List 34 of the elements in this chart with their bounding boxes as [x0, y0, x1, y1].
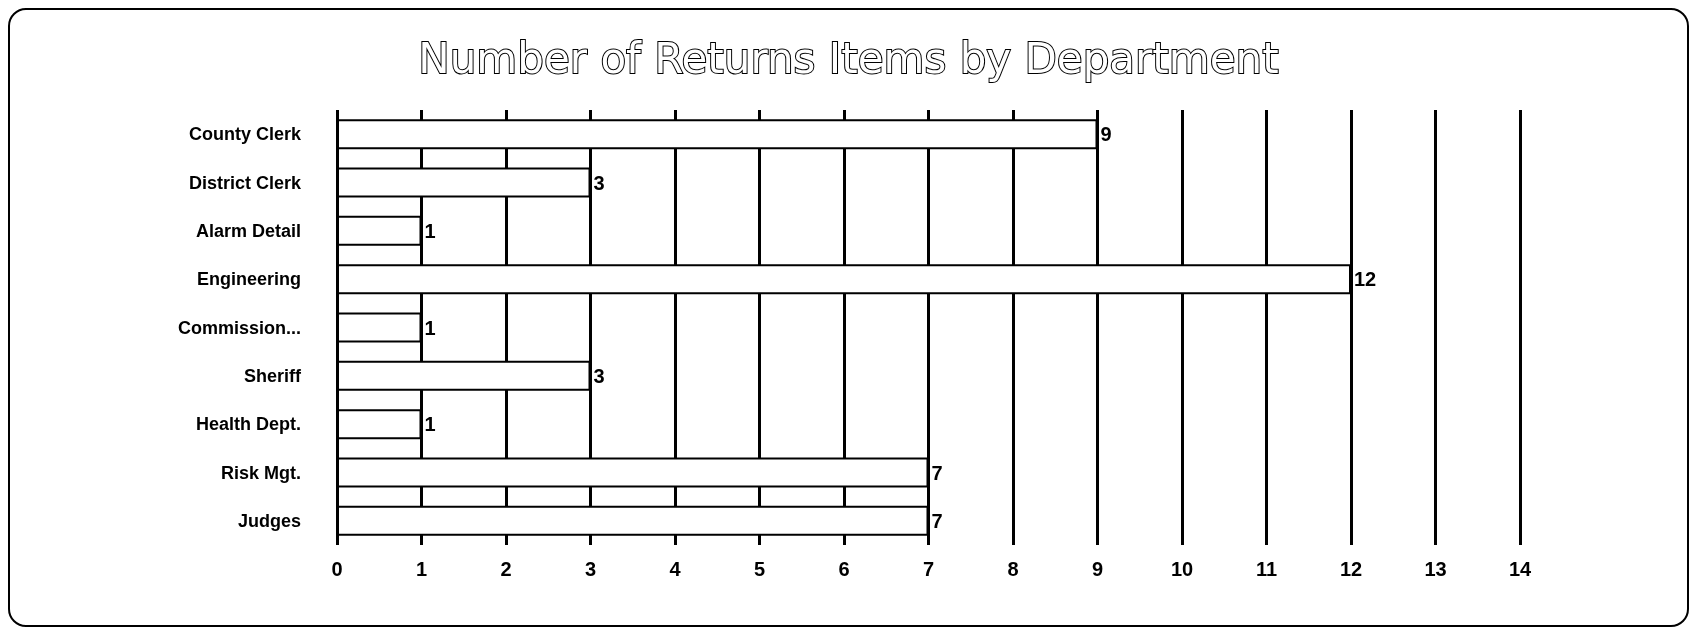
data-label: 1: [424, 219, 436, 242]
data-label: 3: [593, 364, 605, 387]
x-tick-label: 7: [922, 558, 935, 580]
y-tick-label: Judges: [237, 510, 301, 531]
y-tick-label: Sheriff: [243, 365, 302, 386]
data-label: 1: [424, 316, 436, 339]
x-tick-label: 13: [1424, 558, 1447, 580]
y-tick-label: Risk Mgt.: [220, 462, 301, 483]
x-tick-label: 6: [838, 558, 850, 580]
y-tick-label: District Clerk: [188, 172, 302, 193]
x-tick-label: 4: [669, 558, 682, 580]
y-tick-label: Engineering: [196, 269, 301, 290]
x-tick-label: 8: [1007, 558, 1019, 580]
data-label: 7: [931, 461, 943, 484]
x-tick-label: 0: [331, 558, 343, 580]
y-tick-label: Health Dept.: [195, 414, 301, 435]
y-tick-label: Commission...: [177, 317, 301, 338]
data-label: 9: [1100, 123, 1112, 146]
data-label: 12: [1354, 268, 1377, 291]
x-tick-label: 2: [500, 558, 512, 580]
x-tick-label: 11: [1255, 558, 1278, 580]
x-tick-label: 9: [1091, 558, 1104, 580]
data-label: 1: [424, 413, 436, 436]
y-tick-label: County Clerk: [188, 124, 302, 145]
x-tick-label: 3: [584, 558, 597, 580]
x-tick-label: 10: [1170, 558, 1194, 580]
x-tick-label: 12: [1339, 558, 1363, 580]
data-label: 7: [931, 509, 943, 532]
x-tick-label: 14: [1508, 558, 1532, 580]
x-tick-label: 1: [415, 558, 428, 580]
y-tick-label: Alarm Detail: [195, 220, 301, 241]
chart-title: Number of Returns Items by Department: [418, 33, 1279, 83]
data-label: 3: [593, 171, 605, 194]
x-tick-label: 5: [753, 558, 766, 580]
